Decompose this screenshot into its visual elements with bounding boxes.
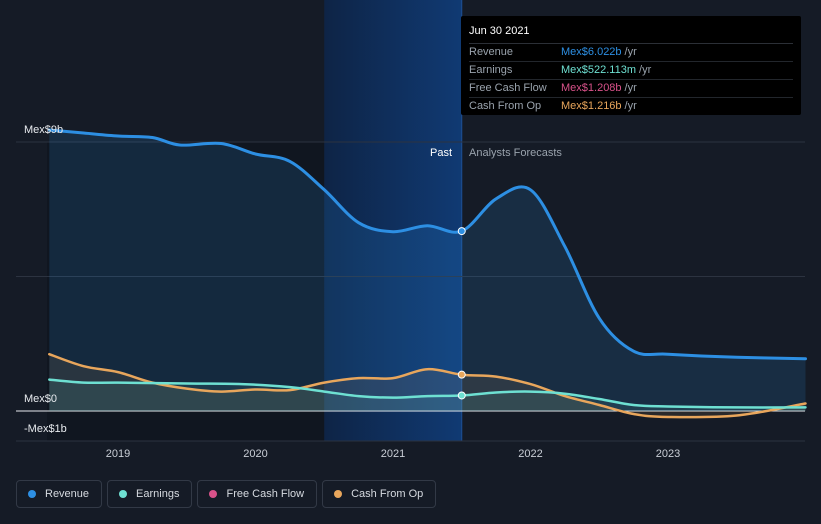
tooltip-label: Cash From Op [469, 100, 542, 112]
legend-label: Revenue [45, 488, 90, 500]
chart-plot [16, 0, 807, 442]
tooltip-row-earnings: Earnings Mex$522.113m/yr [469, 62, 793, 80]
legend-dot-icon [334, 490, 343, 498]
cash-from-op-marker [457, 370, 466, 379]
tooltip-label: Free Cash Flow [469, 82, 547, 94]
y-axis-bottom-label: -Mex$1b [24, 423, 67, 435]
tooltip-value: Mex$522.113m [561, 64, 637, 76]
y-axis-top-label: Mex$9b [24, 124, 64, 136]
tooltip-value: Mex$1.208b [561, 82, 622, 94]
x-tick-2019: 2019 [105, 448, 131, 460]
tooltip-value: Mex$6.022b [561, 46, 622, 58]
tooltip-unit: /yr [639, 64, 652, 76]
legend-dot-icon [119, 490, 128, 498]
legend-label: Free Cash Flow [226, 488, 305, 500]
x-tick-2021: 2021 [380, 448, 406, 460]
past-segment-label: Past [430, 147, 453, 159]
y-axis-zero-label: Mex$0 [24, 393, 58, 405]
tooltip-label: Earnings [469, 64, 513, 76]
revenue-line [47, 128, 807, 361]
legend-item-revenue[interactable]: Revenue [16, 480, 103, 508]
recent-past-band [324, 0, 462, 441]
tooltip-row-revenue: Revenue Mex$6.022b/yr [469, 44, 793, 62]
tooltip-row-free-cash-flow: Free Cash Flow Mex$1.208b/yr [469, 80, 793, 98]
x-tick-2023: 2023 [655, 448, 681, 460]
chart-legend: Revenue Earnings Free Cash Flow Cash From O… [16, 480, 437, 508]
revenue-marker [457, 227, 466, 236]
forecast-segment-label: Analysts Forecasts [469, 147, 562, 159]
tooltip-unit: /yr [624, 82, 637, 94]
legend-item-cash-from-op[interactable]: Cash From Op [322, 480, 437, 508]
tooltip-label: Revenue [469, 46, 514, 58]
earnings-line [48, 378, 807, 409]
x-tick-2022: 2022 [518, 448, 543, 460]
x-tick-2020: 2020 [243, 448, 268, 460]
earnings-marker [457, 391, 466, 400]
data-tooltip: Jun 30 2021 Revenue Mex$6.022b/yr Earnings… [461, 16, 801, 115]
tooltip-unit: /yr [624, 46, 637, 58]
tooltip-value: Mex$1.216b [561, 100, 622, 112]
legend-item-earnings[interactable]: Earnings [107, 480, 193, 508]
cash-from-op-line [48, 352, 807, 419]
tooltip-unit: /yr [624, 100, 637, 112]
cash-from-op-area [49, 354, 806, 418]
legend-label: Cash From Op [351, 488, 424, 500]
tooltip-date: Jun 30 2021 [469, 25, 793, 44]
legend-item-free-cash-flow[interactable]: Free Cash Flow [197, 480, 318, 508]
legend-label: Earnings [136, 488, 180, 500]
tooltip-row-cash-from-op: Cash From Op Mex$1.216b/yr [469, 98, 793, 115]
legend-dot-icon [209, 490, 218, 498]
legend-dot-icon [28, 490, 36, 498]
